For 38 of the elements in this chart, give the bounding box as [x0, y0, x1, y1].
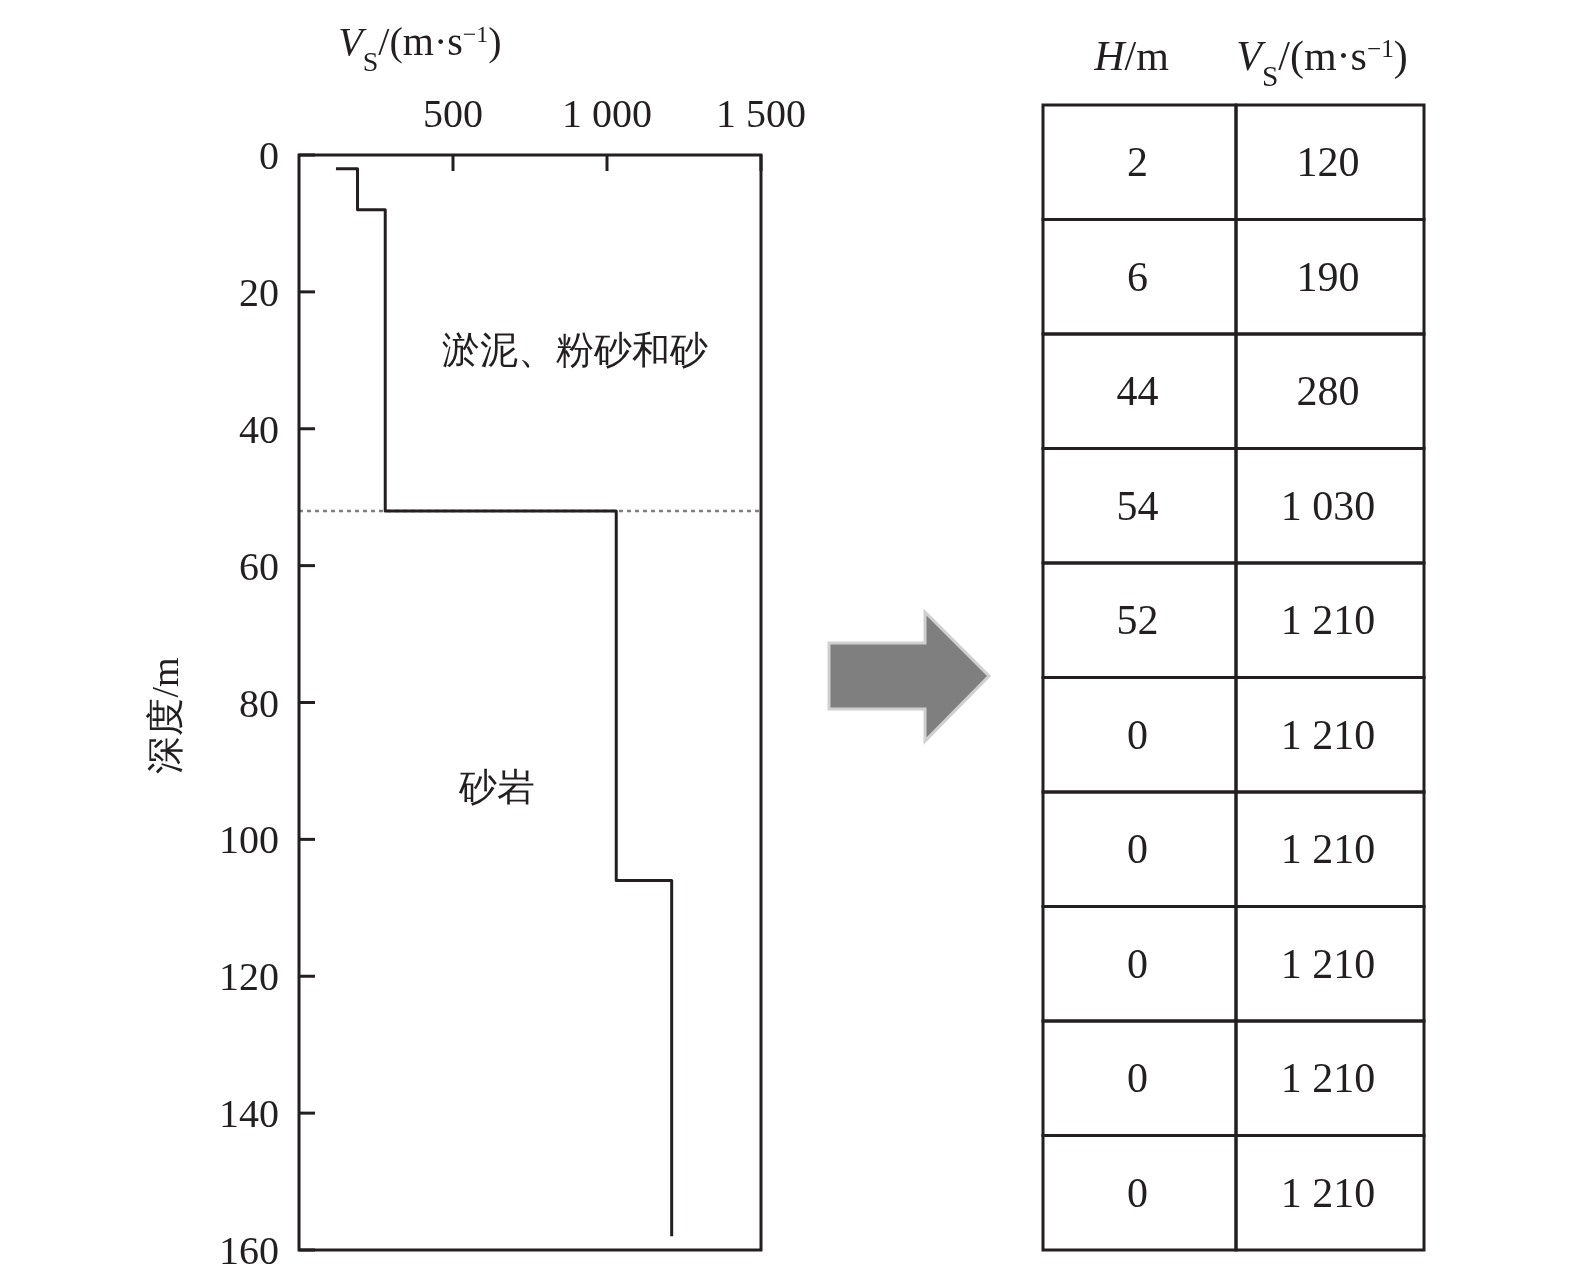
- y-tick-label: 60: [239, 543, 279, 589]
- annotation: 砂岩: [458, 766, 535, 808]
- x-tick-label: 1 500: [716, 91, 806, 136]
- text: 1 210: [1280, 826, 1376, 873]
- y-tick-label: 100: [219, 817, 279, 863]
- x-tick-label: 1 000: [562, 91, 652, 136]
- text: 2: [1127, 139, 1148, 186]
- x-tick-label: 500: [423, 91, 483, 136]
- annotation: 淤泥、粉砂和砂: [442, 329, 708, 371]
- text: 52: [1116, 597, 1159, 644]
- text: 0: [1127, 1055, 1148, 1102]
- text: 1 210: [1280, 940, 1376, 987]
- y-tick-label: 120: [219, 954, 279, 1000]
- text: 1 210: [1280, 711, 1376, 758]
- category-label: V$_{S}$/(m·s$^{−1}$): [1236, 33, 1408, 92]
- y-tick-label: 0: [259, 133, 279, 178]
- y-tick-label: 20: [239, 269, 279, 315]
- y-axis-title: 深度/m: [144, 657, 186, 774]
- text: 1 210: [1280, 597, 1376, 644]
- text: 280: [1296, 368, 1360, 415]
- y-tick-label: 160: [219, 1228, 279, 1273]
- text: 190: [1296, 253, 1360, 300]
- y-tick-label: 140: [219, 1091, 279, 1137]
- text: 0: [1127, 711, 1148, 758]
- text: 1 210: [1280, 1169, 1376, 1216]
- text: 44: [1116, 368, 1159, 415]
- y-tick-label: 80: [239, 680, 279, 726]
- text: 0: [1127, 1169, 1148, 1216]
- text: 0: [1127, 940, 1148, 987]
- text: 1 030: [1280, 482, 1376, 529]
- text: 120: [1296, 139, 1360, 186]
- text: 1 210: [1280, 1055, 1376, 1102]
- category-label: H/m: [1093, 33, 1170, 79]
- text: 54: [1116, 482, 1159, 529]
- text: 6: [1127, 253, 1148, 300]
- text: 0: [1127, 826, 1148, 873]
- x-axis-title: V$_{S}$/(m·s$^{−1}$): [338, 19, 502, 77]
- y-tick-label: 40: [239, 406, 279, 452]
